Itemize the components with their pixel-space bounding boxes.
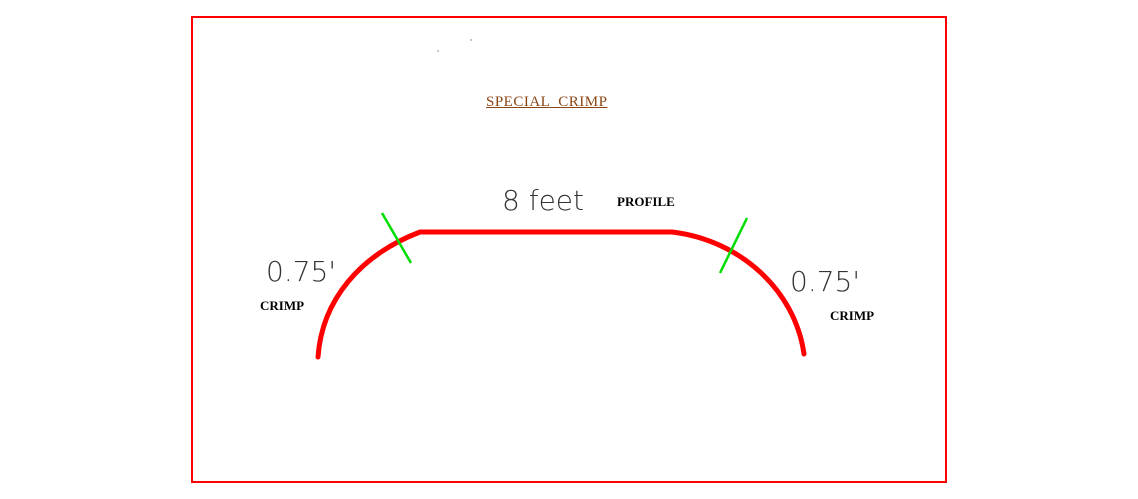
profile-label: PROFILE xyxy=(617,194,675,209)
speck-mark xyxy=(470,39,472,41)
right-crimp-length-label: 0.75' xyxy=(790,265,861,298)
profile-line xyxy=(315,229,807,360)
left-crimp-marker xyxy=(380,212,413,264)
left-crimp-label: CRIMP xyxy=(260,298,305,313)
diagram-title: SPECIAL CRIMP xyxy=(486,94,608,110)
right-crimp-marker xyxy=(718,217,749,274)
left-crimp-length-label: 0.75' xyxy=(266,255,337,288)
right-crimp-label: CRIMP xyxy=(830,308,875,323)
middle-length-label: 8 feet xyxy=(502,184,585,217)
speck-mark xyxy=(437,50,439,52)
drawing-frame xyxy=(191,16,947,483)
